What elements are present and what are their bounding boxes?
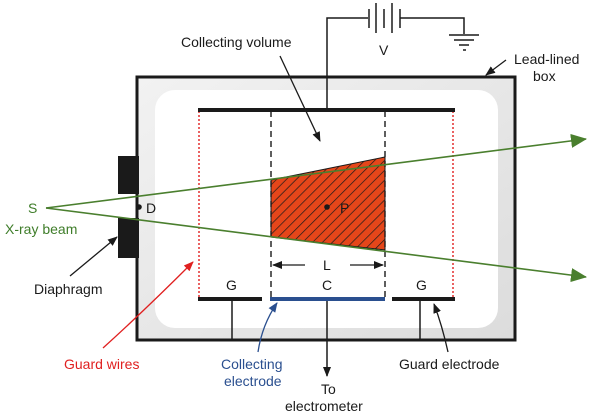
collecting-electrode-label-line2: electrode xyxy=(224,373,282,389)
diaphragm-lower xyxy=(118,218,139,258)
diaphragm-pointer xyxy=(69,236,118,277)
beam-lower-edge xyxy=(45,207,587,283)
guard-g-right-label: G xyxy=(416,277,427,293)
diaphragm-label: Diaphragm xyxy=(34,281,102,297)
guard-electrode-pointer xyxy=(433,303,449,353)
battery-wire-right xyxy=(400,17,465,34)
source-label: S xyxy=(28,200,37,216)
collector-c-label: C xyxy=(322,277,332,293)
point-d-dot xyxy=(136,204,142,210)
diaphragm-upper xyxy=(118,156,139,194)
voltage-label: V xyxy=(379,42,389,58)
point-p-label: P xyxy=(340,200,349,216)
collecting-volume-pointer xyxy=(279,55,321,142)
collecting-electrode-pointer xyxy=(257,302,278,353)
length-l-label: L xyxy=(323,257,331,273)
lead-box-label-line2: box xyxy=(533,68,556,84)
guard-electrode-label: Guard electrode xyxy=(399,356,500,372)
collecting-electrode-label-line1: Collecting xyxy=(221,356,282,372)
beam-upper-edge xyxy=(45,133,587,209)
lead-box-pointer xyxy=(485,59,507,76)
collecting-volume-label: Collecting volume xyxy=(181,34,292,50)
xray-beam-label: X-ray beam xyxy=(5,221,77,237)
collecting-volume xyxy=(270,156,386,251)
guard-g-left-label: G xyxy=(226,277,237,293)
electrometer-label: electrometer xyxy=(285,398,363,414)
guard-wires-label: Guard wires xyxy=(64,356,139,372)
guard-wires-pointer xyxy=(102,261,194,349)
lead-box-label-line1: Lead-lined xyxy=(514,51,579,67)
battery-wire-left xyxy=(326,17,368,110)
to-label: To xyxy=(321,381,336,397)
point-p-dot xyxy=(324,204,330,210)
point-d-label: D xyxy=(146,200,156,216)
